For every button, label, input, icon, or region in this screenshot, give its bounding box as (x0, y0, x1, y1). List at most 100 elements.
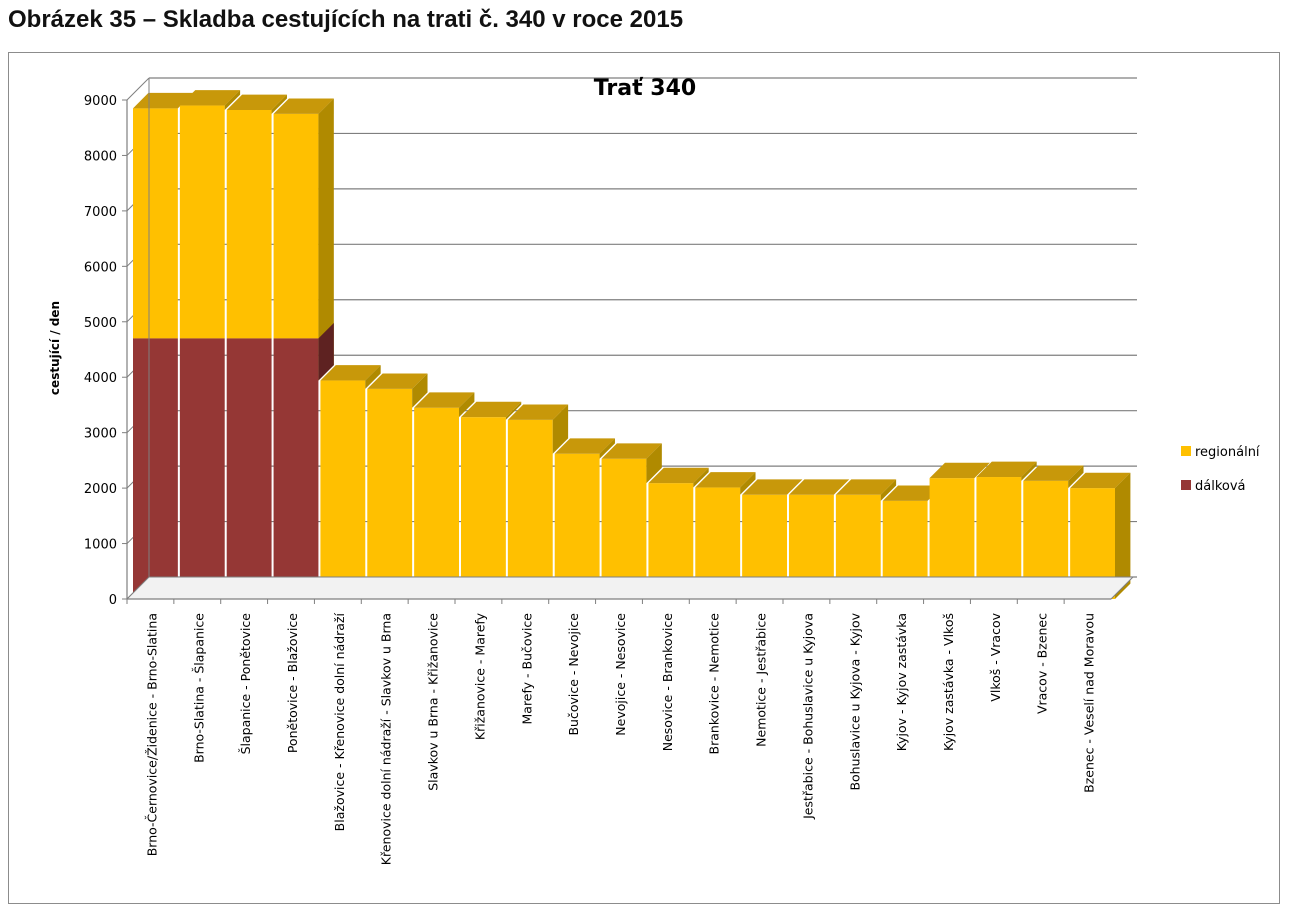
legend-entry: regionální (1195, 445, 1260, 460)
bar-group (554, 438, 615, 599)
bar-top (226, 94, 287, 110)
bar-regionalni (554, 453, 600, 599)
bar-top (789, 479, 850, 495)
bar-top (414, 392, 475, 408)
bar-side (459, 392, 475, 418)
x-category-label: Slavkov u Brna - Křižanovice (426, 613, 441, 791)
bar-group (461, 401, 522, 599)
y-axis-label: cestující / den (48, 301, 62, 395)
chart-title: Trať 340 (594, 76, 696, 101)
bar-top (835, 479, 897, 495)
bar-side-dalkova (318, 323, 334, 381)
x-category-label: Brankovice - Nemotice (707, 613, 722, 755)
x-category-label: Kyjov - Kyjov zastávka (894, 613, 909, 751)
bar-top (179, 90, 241, 106)
y-tick-label: 5000 (84, 316, 117, 331)
x-category-label: Nevojice - Nesovice (613, 613, 628, 736)
bar-regionalni (133, 108, 178, 339)
x-category-label: Bzenec - Veselí nad Moravou (1082, 613, 1097, 793)
legend-swatch (1181, 446, 1191, 456)
bar-top (601, 443, 662, 459)
bar-regionalni (226, 109, 272, 339)
bar-top (133, 92, 194, 109)
bar-side (646, 443, 662, 484)
x-category-label: Křižanovice - Marefy (472, 612, 487, 740)
x-category-label: Ponětovice - Blažovice (285, 613, 300, 753)
bar-group (601, 443, 662, 599)
bar-group (367, 373, 428, 599)
bar-side (224, 90, 241, 110)
y-tick-label: 9000 (84, 94, 117, 109)
x-category-label: Bohuslavice u Kyjova - Kyjov (847, 612, 862, 790)
bar-side (693, 467, 709, 488)
bar-group (179, 90, 241, 599)
bar-top (320, 365, 381, 381)
y-tick-label: 2000 (84, 482, 117, 497)
figure-caption: Obrázek 35 – Skladba cestujících na trat… (8, 6, 684, 33)
bar-top (554, 438, 615, 454)
bar-top (742, 479, 803, 495)
x-category-label: Šlapanice - Ponětovice (238, 613, 253, 755)
bar-top (1023, 465, 1084, 481)
legend: regionální dálková (1181, 445, 1260, 494)
bar-top (976, 461, 1037, 478)
bar-group (273, 98, 334, 599)
bar-group (507, 404, 569, 599)
y-tick-label: 6000 (84, 260, 117, 275)
x-category-label: Brno-Černovice/Židenice - Brno-Slatina (144, 613, 159, 856)
legend-entry: dálková (1195, 479, 1246, 494)
plot-floor (125, 576, 1135, 600)
y-tick-label: 3000 (84, 427, 117, 442)
bar-top (507, 404, 569, 420)
x-category-label: Brno-Slatina - Šlapanice (191, 613, 206, 763)
bar-side (880, 479, 897, 501)
bar-side (1068, 465, 1084, 489)
bar-dalkova (133, 338, 178, 599)
bar-regionalni (367, 388, 413, 599)
bar-regionalni (273, 113, 319, 339)
x-category-label: Nemotice - Jestřabice (754, 613, 769, 747)
axes: 0 1000 2000 3000 4000 5000 6000 7000 8000 9000 Brn… (84, 78, 1135, 865)
x-category-label: Bučovice - Nevojice (566, 613, 581, 736)
bar-regionalni (461, 417, 506, 599)
y-tick-label: 7000 (84, 205, 117, 220)
bar-side (599, 438, 615, 459)
bar-side (505, 401, 522, 420)
bar-side (318, 98, 334, 381)
bar-top (1070, 472, 1131, 489)
bar-group (133, 92, 194, 599)
bar-side (1021, 461, 1037, 481)
bar-regionalni (507, 419, 553, 599)
passenger-chart: 0 1000 2000 3000 4000 5000 6000 7000 8000 9000 Brn… (48, 76, 1260, 865)
x-category-label: Vlkoš - Vracov (988, 612, 1003, 701)
bar-group (226, 94, 287, 599)
x-category-label: Kyjov zastávka - Vlkoš (941, 613, 956, 751)
bar-top (273, 98, 334, 114)
bar-top (461, 401, 522, 418)
x-category-label: Vracov - Bzenec (1035, 613, 1050, 714)
bar-top (648, 467, 709, 484)
x-category-label: Nesovice - Brankovice (660, 613, 675, 752)
bar-group (320, 365, 381, 599)
bar-regionalni (601, 458, 647, 599)
bar-side (365, 365, 381, 389)
y-tick-label: 8000 (84, 149, 117, 164)
bar-side (412, 373, 428, 408)
chart-frame: 0 1000 2000 3000 4000 5000 6000 7000 8000 9000 Brn… (8, 52, 1280, 904)
bar-top (929, 462, 990, 479)
bar-top (367, 373, 428, 389)
gridline-side (126, 77, 150, 101)
x-category-label: Marefy - Bučovice (519, 613, 534, 725)
bar-side (740, 472, 756, 495)
y-tick-label: 4000 (84, 371, 117, 386)
bar-regionalni (179, 105, 225, 339)
x-category-label: Křenovice dolní nádraží - Slavkov u Brna (379, 613, 394, 865)
bar-side (1115, 472, 1131, 599)
bar-side (271, 94, 287, 114)
y-tick-label: 1000 (84, 538, 117, 553)
bar-regionalni (320, 380, 366, 599)
bars (133, 90, 1131, 599)
bar-group (414, 392, 475, 599)
bar-top (695, 472, 756, 488)
x-category-label: Blažovice - Křenovice dolní nádraží (332, 612, 347, 831)
